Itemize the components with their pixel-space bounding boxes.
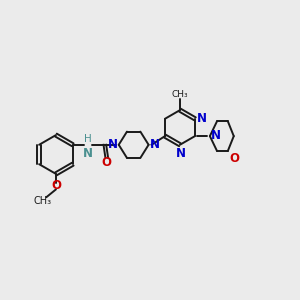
Text: N: N	[150, 138, 160, 151]
Text: H: H	[84, 134, 92, 144]
Text: CH₃: CH₃	[33, 196, 51, 206]
Text: N: N	[211, 129, 220, 142]
Text: N: N	[197, 112, 207, 125]
Text: N: N	[83, 147, 93, 160]
Text: N: N	[107, 138, 118, 151]
Text: O: O	[101, 156, 111, 169]
Text: CH₃: CH₃	[172, 90, 188, 99]
Text: O: O	[229, 152, 239, 165]
Text: O: O	[51, 179, 61, 192]
Text: N: N	[176, 147, 185, 160]
